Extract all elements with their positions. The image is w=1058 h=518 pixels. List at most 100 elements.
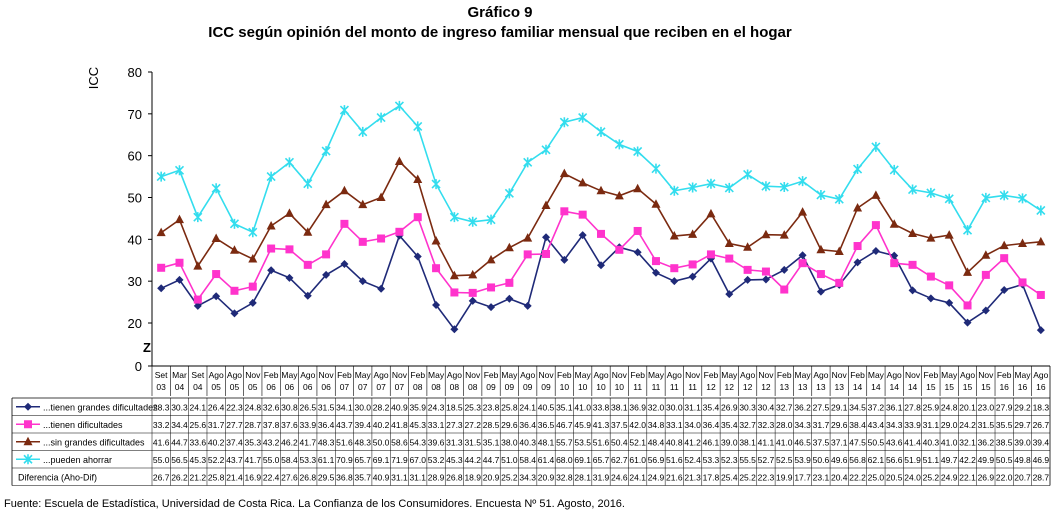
table-cell-value: 25.9	[923, 402, 940, 412]
x-tick-label: May	[648, 370, 665, 380]
table-cell-value: 55.7	[556, 437, 573, 447]
data-point	[175, 258, 184, 267]
data-point	[486, 214, 496, 225]
table-cell-value: 46.2	[281, 437, 298, 447]
x-tick-label: Ago	[593, 370, 608, 380]
series-line	[160, 104, 1042, 234]
data-point	[688, 260, 697, 269]
data-point	[761, 229, 771, 239]
data-point	[193, 261, 203, 270]
table-cell-value: 30.8	[281, 402, 298, 412]
x-tick-label: Nov	[905, 370, 921, 380]
data-point	[981, 192, 991, 203]
x-tick-label: May	[428, 370, 445, 380]
x-tick-label: 15	[963, 382, 973, 392]
table-cell-value: 36.8	[336, 472, 353, 482]
data-point	[468, 288, 477, 297]
x-tick-label: 08	[468, 382, 478, 392]
table-cell-value: 17.8	[703, 472, 720, 482]
table-cell-value: 40.8	[666, 437, 683, 447]
table-cell-value: 40.2	[373, 420, 390, 430]
table-cell-value: 51.0	[501, 455, 518, 465]
legend-label: ...pueden ahorrar	[43, 455, 112, 465]
legend-marker	[23, 454, 33, 465]
x-tick-label: Ago	[960, 370, 975, 380]
table-cell-value: 33.6	[190, 437, 207, 447]
data-point	[174, 165, 185, 176]
data-point	[303, 178, 313, 189]
x-tick-label: 16	[999, 382, 1009, 392]
table-cell-value: 31.5	[318, 402, 335, 412]
data-point	[871, 190, 881, 199]
table-cell-value: 26.4	[208, 402, 225, 412]
table-cell-value: 37.8	[263, 420, 280, 430]
data-point	[358, 237, 367, 246]
table-cell-value: 30.4	[758, 402, 775, 412]
data-point	[908, 286, 917, 295]
table-cell-value: 41.4	[904, 437, 921, 447]
data-point	[559, 117, 569, 128]
x-tick-label: May	[868, 370, 885, 380]
x-tick-label: 13	[816, 382, 826, 392]
x-tick-label: 13	[835, 382, 845, 392]
data-point	[211, 183, 221, 194]
data-point	[541, 144, 551, 155]
table-cell-value: 25.6	[190, 420, 207, 430]
table-cell-value: 45.9	[574, 420, 591, 430]
table-cell-value: 65.7	[354, 455, 371, 465]
data-point	[871, 247, 880, 256]
data-point	[798, 207, 808, 216]
table-cell-value: 65.7	[593, 455, 610, 465]
data-point	[816, 244, 826, 254]
x-tick-label: 06	[321, 382, 331, 392]
data-point	[376, 192, 386, 201]
table-cell-value: 34.5	[849, 402, 866, 412]
x-tick-label: 14	[853, 382, 863, 392]
table-cell-value: 25.3	[464, 402, 481, 412]
data-point	[578, 112, 588, 123]
x-tick-label: 14	[889, 382, 899, 392]
data-point	[285, 273, 294, 282]
table-cell-value: 58.4	[519, 455, 536, 465]
table-cell-value: 38.1	[611, 402, 628, 412]
data-point	[853, 202, 863, 212]
table-cell-value: 39.0	[721, 437, 738, 447]
x-tick-label: 16	[1036, 382, 1046, 392]
data-point	[230, 286, 239, 295]
table-cell-value: 28.7	[245, 420, 262, 430]
data-point	[779, 182, 789, 193]
table-cell-value: 29.5	[318, 472, 335, 482]
table-cell-value: 46.1	[703, 437, 720, 447]
table-cell-value: 24.3	[428, 402, 445, 412]
table-cell-value: 50.6	[813, 455, 830, 465]
y-axis-label: ICC	[86, 67, 101, 89]
table-cell-value: 69.1	[574, 455, 591, 465]
data-point	[926, 233, 936, 242]
table-cell-value: 42.2	[959, 455, 976, 465]
x-tick-label: 10	[578, 382, 588, 392]
table-cell-value: 20.1	[959, 402, 976, 412]
x-tick-label: 06	[266, 382, 276, 392]
data-point	[633, 183, 643, 193]
table-cell-value: 33.9	[300, 420, 317, 430]
data-point	[981, 270, 990, 279]
table-cell-value: 27.2	[464, 420, 481, 430]
x-tick-label: 09	[486, 382, 496, 392]
x-tick-label: May	[575, 370, 592, 380]
data-point	[267, 266, 276, 275]
table-cell-value: 42.0	[629, 420, 646, 430]
data-point	[523, 301, 532, 310]
data-point	[669, 230, 679, 240]
table-cell-value: 30.0	[666, 402, 683, 412]
table-cell-value: 37.2	[868, 402, 885, 412]
table-cell-value: 19.9	[776, 472, 793, 482]
table-cell-value: 51.6	[336, 437, 353, 447]
data-point	[963, 267, 973, 276]
data-point	[284, 208, 294, 217]
table-cell-value: 24.9	[941, 472, 958, 482]
table-cell-value: 68.0	[556, 455, 573, 465]
data-point	[523, 233, 533, 242]
table-cell-value: 25.0	[868, 472, 885, 482]
table-cell-value: 29.6	[831, 420, 848, 430]
data-point	[321, 199, 331, 209]
